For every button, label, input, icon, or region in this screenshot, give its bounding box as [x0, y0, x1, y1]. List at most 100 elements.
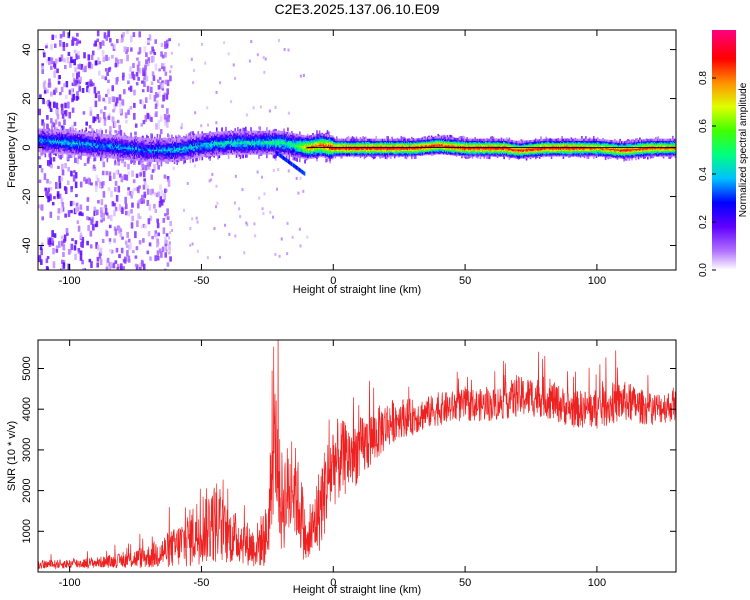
heatmap-cell	[106, 148, 108, 151]
heatmap-cell	[70, 143, 73, 146]
heatmap-cell	[68, 130, 70, 133]
heatmap-cell	[61, 206, 65, 212]
heatmap-cell	[162, 142, 164, 146]
heatmap-cell	[144, 139, 146, 142]
heatmap-cell	[250, 127, 252, 132]
heatmap-cell	[186, 143, 189, 146]
heatmap-cell	[203, 133, 205, 136]
heatmap-cell	[151, 71, 155, 76]
heatmap-cell	[141, 142, 143, 145]
heatmap-cell	[61, 134, 63, 138]
heatmap-cell	[182, 143, 184, 146]
heatmap-cell	[101, 144, 103, 147]
heatmap-cell	[67, 143, 69, 146]
heatmap-cell	[164, 188, 167, 193]
heatmap-cell	[106, 71, 109, 77]
heatmap-cell	[42, 98, 45, 105]
heatmap-cell	[154, 103, 158, 109]
heatmap-cell	[59, 133, 61, 136]
heatmap-cell	[203, 148, 205, 151]
heatmap-cell	[38, 142, 40, 145]
heatmap-cell	[122, 151, 124, 154]
heatmap-cell	[42, 133, 44, 136]
heatmap-cell	[215, 127, 218, 132]
heatmap-cell	[74, 149, 77, 153]
heatmap-cell	[175, 149, 177, 152]
heatmap-cell	[46, 256, 50, 260]
heatmap-cell	[161, 104, 164, 108]
heatmap-cell	[90, 151, 93, 154]
heatmap-cell	[117, 185, 121, 193]
heatmap-cell	[158, 159, 160, 162]
heatmap-cell	[180, 149, 182, 152]
heatmap-cell	[102, 155, 104, 158]
heatmap-cell	[47, 146, 49, 149]
heatmap-cell	[101, 149, 103, 152]
heatmap-cell	[172, 145, 175, 149]
heatmap-cell	[111, 137, 114, 141]
heatmap-cell	[199, 146, 201, 149]
heatmap-cell	[38, 108, 41, 116]
heatmap-cell	[77, 146, 79, 150]
heatmap-cell	[174, 156, 176, 159]
heatmap-cell	[128, 156, 131, 159]
heatmap-cell	[285, 155, 288, 160]
heatmap-cell	[175, 138, 177, 141]
heatmap-cell	[120, 157, 122, 160]
heatmap-cell	[167, 142, 170, 146]
heatmap-cell	[90, 142, 93, 145]
heatmap-cell	[62, 139, 64, 142]
heatmap-cell	[58, 193, 62, 199]
heatmap-cell	[142, 78, 146, 82]
heatmap-cell	[87, 141, 89, 144]
heatmap-cell	[43, 141, 45, 144]
heatmap-cell	[93, 139, 96, 142]
heatmap-cell	[42, 145, 44, 148]
heatmap-cell	[135, 82, 139, 86]
heatmap-cell	[51, 135, 54, 138]
heatmap-cell	[164, 155, 166, 158]
heatmap-cell	[40, 145, 42, 148]
heatmap-cell	[98, 139, 100, 142]
heatmap-cell	[127, 191, 130, 196]
heatmap-cell	[135, 155, 137, 158]
heatmap-cell	[204, 134, 207, 137]
heatmap-cell	[80, 136, 82, 139]
heatmap-cell	[184, 148, 186, 151]
heatmap-cell	[207, 145, 210, 148]
heatmap-cell	[72, 140, 75, 143]
heatmap-cell	[91, 82, 95, 87]
heatmap-cell	[53, 196, 56, 200]
heatmap-cell	[89, 230, 93, 237]
heatmap-cell	[201, 150, 203, 153]
heatmap-cell	[146, 154, 149, 158]
heatmap-cell	[171, 141, 174, 144]
heatmap-cell	[42, 141, 44, 144]
heatmap-cell	[161, 141, 163, 144]
heatmap-cell	[200, 153, 202, 156]
heatmap-cell	[203, 146, 205, 150]
heatmap-cell	[88, 148, 91, 151]
heatmap-cell	[86, 143, 88, 146]
heatmap-cell	[165, 39, 169, 47]
heatmap-cell	[93, 167, 97, 171]
heatmap-cell	[51, 151, 54, 154]
heatmap-cell	[70, 130, 73, 134]
heatmap-cell	[77, 51, 80, 56]
heatmap-cell	[112, 153, 115, 156]
heatmap-cell	[69, 133, 72, 137]
heatmap-cell	[105, 230, 109, 237]
heatmap-cell	[101, 138, 103, 141]
heatmap-cell	[130, 147, 133, 150]
heatmap-cell	[189, 132, 192, 137]
heatmap-cell	[128, 154, 131, 158]
heatmap-cell	[190, 142, 193, 146]
heatmap-cell	[162, 141, 164, 144]
heatmap-cell	[147, 153, 150, 156]
heatmap-cell	[54, 146, 57, 149]
heatmap-cell	[81, 151, 83, 155]
heatmap-cell	[178, 149, 180, 153]
heatmap-cell	[116, 155, 118, 158]
heatmap-cell	[86, 137, 88, 140]
heatmap-cell	[161, 144, 163, 147]
